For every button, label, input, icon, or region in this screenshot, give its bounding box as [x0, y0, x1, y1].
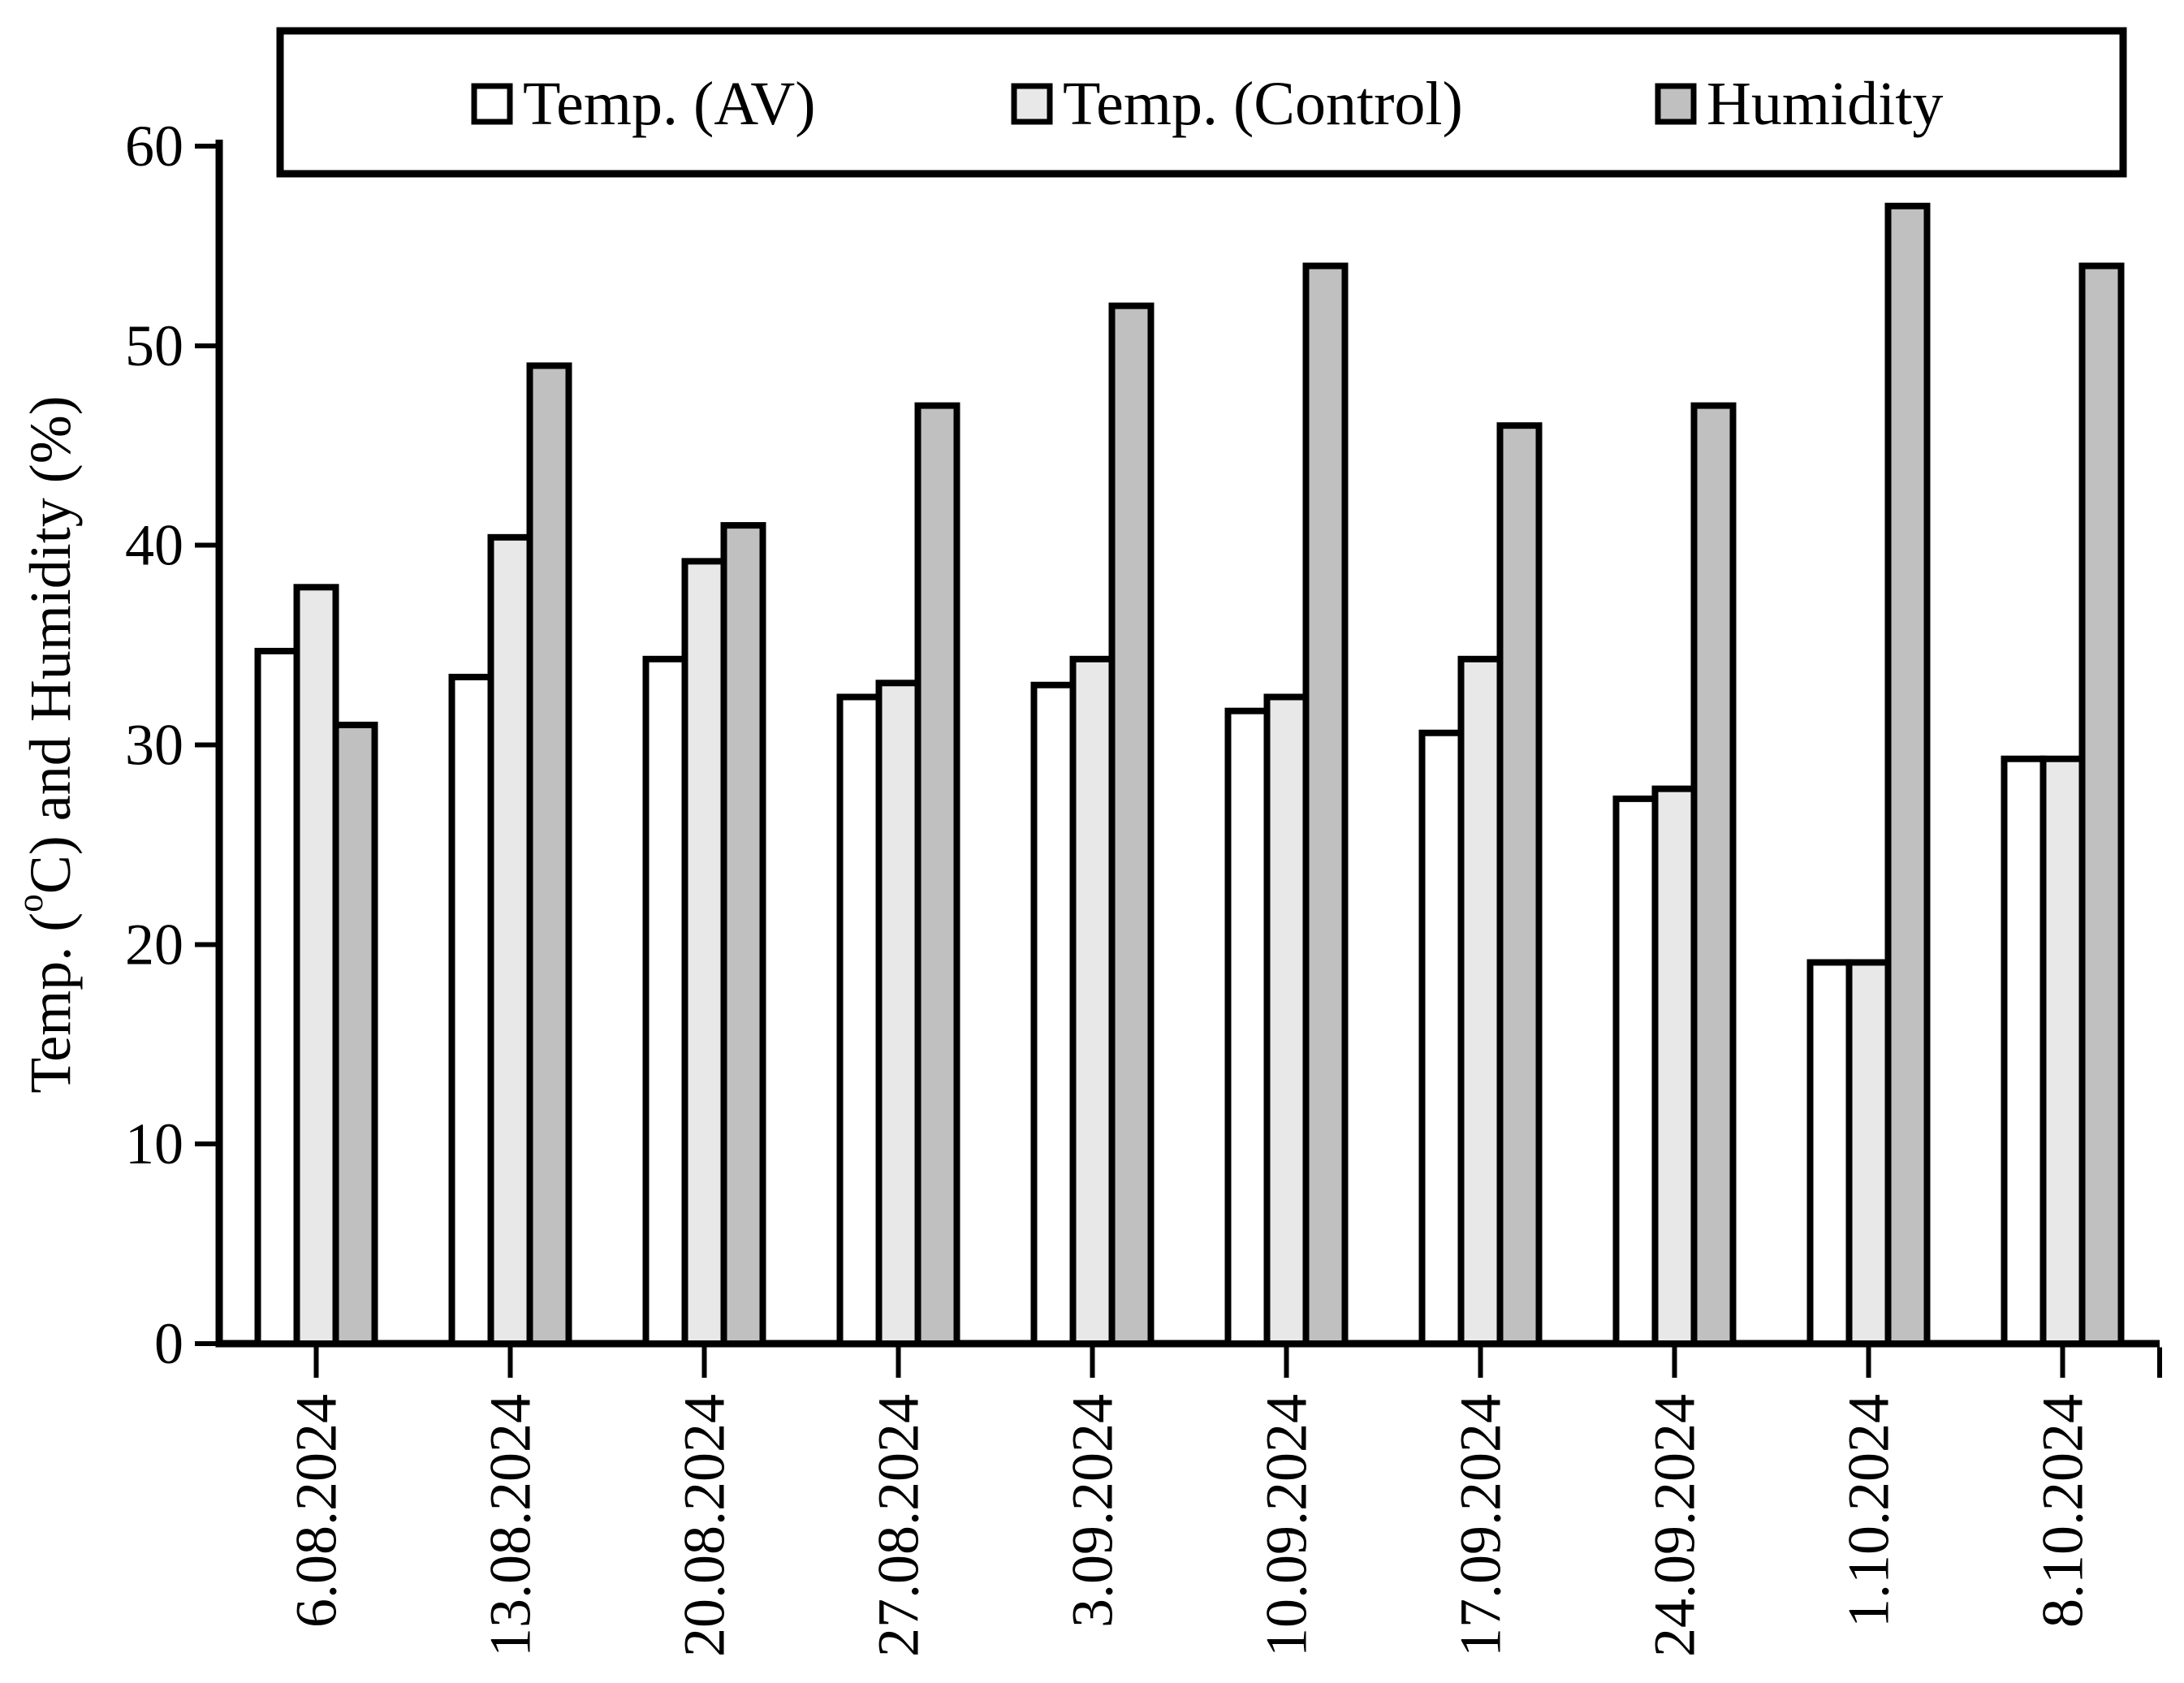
y-tick-label: 10: [125, 1111, 183, 1176]
x-category-label: 20.08.2024: [672, 1394, 737, 1657]
bar-temp-control-8.10.2024: [2039, 755, 2086, 1347]
bar-temp-control-20.08.2024: [681, 558, 727, 1347]
y-tick-label: 40: [125, 513, 183, 578]
y-axis-title-suffix: C) and Humidity (%): [18, 395, 83, 894]
x-category-label: 24.09.2024: [1642, 1394, 1707, 1657]
bar-humidity-10.09.2024: [1302, 262, 1349, 1347]
bar-temp-control-24.09.2024: [1651, 785, 1698, 1347]
y-tick-label: 20: [125, 912, 183, 977]
x-category-label: 3.09.2024: [1060, 1394, 1125, 1628]
bar-temp-control-3.09.2024: [1069, 655, 1116, 1347]
bar-humidity-6.08.2024: [332, 721, 378, 1347]
legend-label-3: Humidity: [1707, 70, 1943, 138]
y-axis-title-prefix: Temp. (: [18, 913, 83, 1094]
x-category-label: 10.09.2024: [1254, 1394, 1319, 1657]
legend-swatch-2: [1011, 83, 1053, 125]
x-category-label: 1.10.2024: [1837, 1394, 1901, 1628]
legend-swatch-3: [1655, 83, 1697, 125]
bar-humidity-8.10.2024: [2078, 262, 2125, 1347]
bar-temp-control-13.08.2024: [487, 533, 533, 1347]
bar-temp-av-13.08.2024: [448, 673, 494, 1347]
x-category-label: 13.08.2024: [478, 1394, 543, 1657]
y-tick-label: 60: [125, 114, 183, 179]
bar-humidity-20.08.2024: [720, 522, 766, 1347]
bar-temp-control-17.09.2024: [1457, 655, 1504, 1347]
bar-temp-av-6.08.2024: [254, 647, 300, 1347]
x-category-label: 27.08.2024: [866, 1394, 931, 1657]
y-tick-label: 30: [125, 713, 183, 778]
x-category-label: 8.10.2024: [2031, 1394, 2096, 1628]
bar-temp-av-1.10.2024: [1806, 959, 1853, 1348]
bars: [254, 202, 2125, 1348]
legend-box: [276, 27, 2127, 178]
bar-temp-av-27.08.2024: [836, 693, 883, 1347]
axis-labels: 0 10 20 30 40 50 60 6.08.2024 13.08.2024 20.08.20…: [10, 114, 2096, 1657]
bar-humidity-3.09.2024: [1108, 302, 1155, 1348]
y-axis-title-superscript: o: [10, 894, 50, 913]
legend: Temp. (AV) Temp. (Control) Humidity: [276, 27, 2127, 178]
bar-temp-control-6.08.2024: [293, 584, 339, 1347]
bar-temp-control-10.09.2024: [1263, 693, 1310, 1347]
bar-temp-av-10.09.2024: [1224, 707, 1271, 1347]
bar-temp-av-8.10.2024: [2001, 755, 2047, 1347]
y-tick-label: 50: [125, 313, 183, 378]
legend-swatch-1: [471, 83, 513, 125]
bar-temp-av-20.08.2024: [642, 655, 688, 1347]
legend-label-2: Temp. (Control): [1063, 70, 1463, 138]
bar-humidity-1.10.2024: [1884, 202, 1931, 1347]
bar-humidity-27.08.2024: [914, 402, 960, 1347]
legend-label-1: Temp. (AV): [523, 70, 816, 138]
bar-humidity-13.08.2024: [526, 362, 572, 1348]
y-tick-label: 0: [154, 1311, 183, 1376]
bar-temp-av-3.09.2024: [1030, 681, 1077, 1347]
x-category-label: 6.08.2024: [284, 1394, 349, 1628]
bar-humidity-17.09.2024: [1496, 422, 1543, 1348]
bar-humidity-24.09.2024: [1690, 402, 1737, 1347]
x-category-label: 17.09.2024: [1448, 1394, 1513, 1657]
y-axis-title: Temp. (oC) and Humidity (%): [10, 395, 83, 1093]
bar-temp-av-24.09.2024: [1612, 795, 1659, 1347]
bar-temp-av-17.09.2024: [1418, 729, 1465, 1347]
bar-temp-control-1.10.2024: [1845, 959, 1892, 1348]
bar-temp-control-27.08.2024: [875, 680, 922, 1347]
